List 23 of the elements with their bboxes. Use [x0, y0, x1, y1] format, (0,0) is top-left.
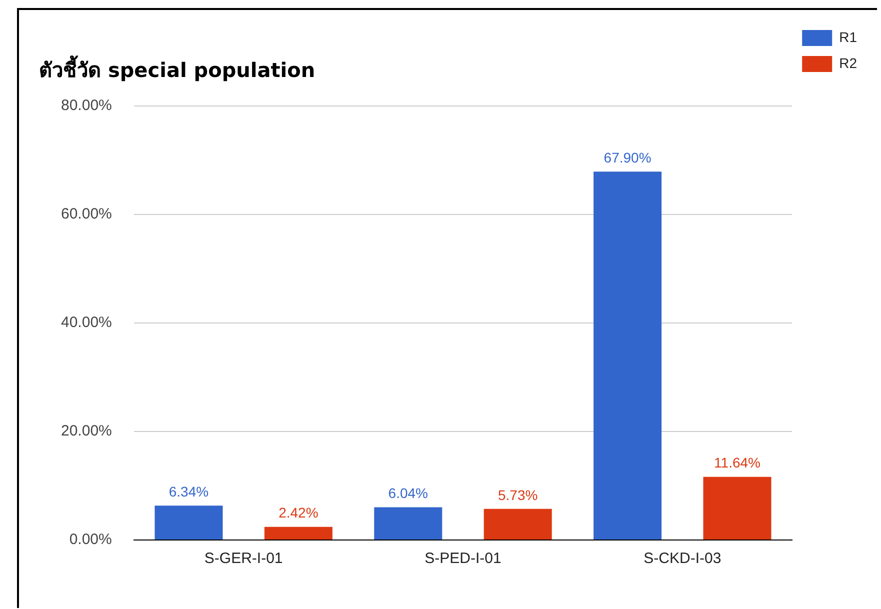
bar: [484, 508, 552, 540]
data-label: 6.34%: [168, 483, 209, 500]
x-tick-label: S-PED-I-01: [424, 550, 502, 568]
x-tick-label: S-CKD-I-03: [644, 550, 722, 568]
data-label: 6.04%: [388, 485, 428, 502]
x-tick-label: S-GER-I-01: [204, 550, 283, 568]
data-label: 2.42%: [278, 504, 318, 521]
bar: [154, 506, 223, 540]
data-label: 11.64%: [714, 454, 760, 471]
legend-label: R1: [839, 28, 858, 45]
bar: [374, 507, 442, 540]
legend-label: R2: [839, 54, 858, 71]
data-label: 67.90%: [604, 150, 652, 166]
y-tick-label: 20.00%: [61, 422, 112, 440]
y-tick-label: 40.00%: [61, 314, 112, 332]
bar: [264, 526, 332, 540]
y-tick-label: 80.00%: [61, 97, 112, 114]
data-label: 5.73%: [498, 486, 538, 503]
y-tick-label: 60.00%: [61, 206, 112, 223]
chart-title: ตัวชี้วัด special population: [39, 55, 316, 82]
bar: [594, 172, 662, 540]
y-tick-label: 0.00%: [69, 531, 112, 548]
bar: [703, 476, 772, 540]
